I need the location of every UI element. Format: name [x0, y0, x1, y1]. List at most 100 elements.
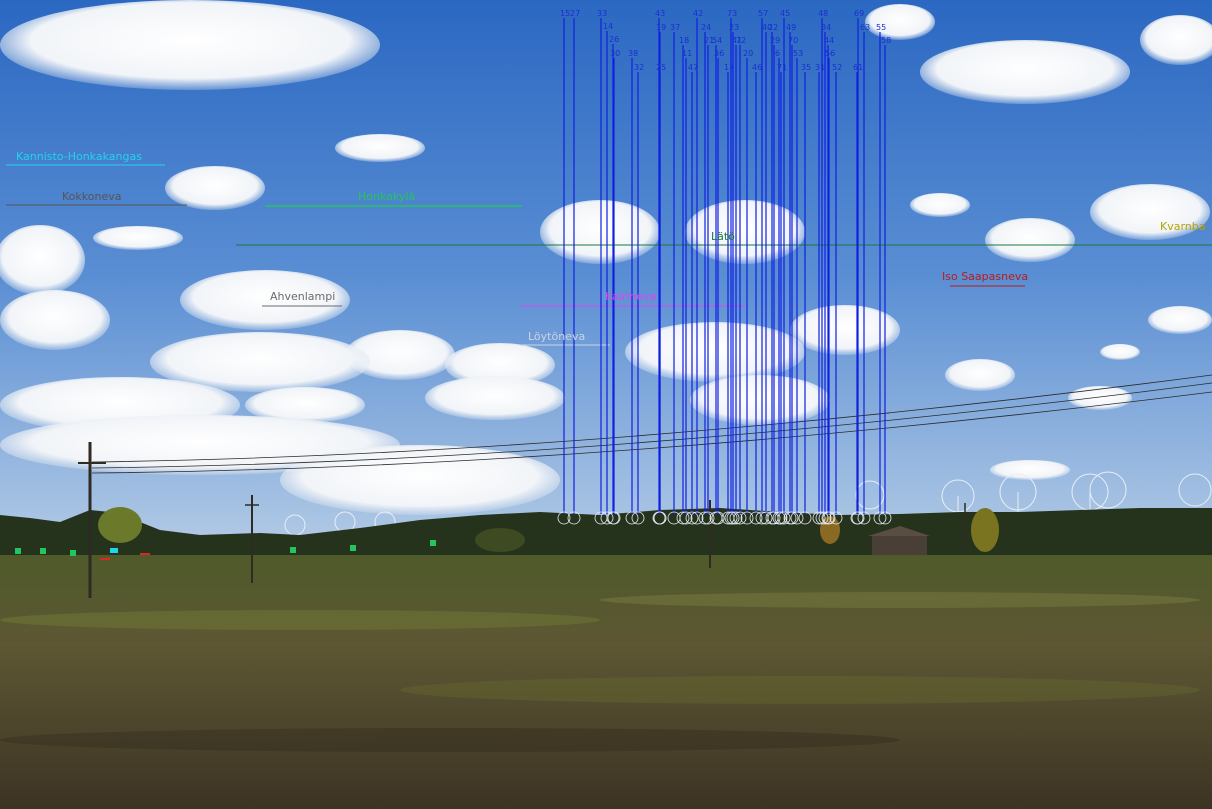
turbine-label-20: 20 [743, 49, 753, 58]
turbine-rotor-35 [798, 511, 812, 525]
field [0, 555, 1212, 809]
power-lines [91, 374, 1212, 474]
turbine-marker-lines [557, 18, 892, 525]
turbine-rotor-72 [733, 511, 747, 525]
turbine-rotor-31 [812, 511, 826, 525]
area-label-kokkoneva: Kokkoneva [62, 190, 121, 203]
turbine-label-30: 30 [610, 49, 620, 58]
turbine-label-55: 55 [876, 23, 886, 32]
turbine-label-41: 41 [732, 36, 742, 45]
turbine-rotor-25 [653, 511, 667, 525]
turbine-rotor-27 [567, 511, 581, 525]
clouds [0, 0, 1212, 515]
area-label-lato: Lätö [711, 230, 735, 243]
turbine-label-32: 32 [634, 63, 644, 72]
turbine-label-19: 19 [656, 23, 666, 32]
turbine-rotor-30 [607, 511, 621, 525]
turbine-rotor-61 [850, 511, 864, 525]
turbine-rotor-53 [790, 511, 804, 525]
turbine-rotor-41 [729, 511, 743, 525]
turbine-rotor-20 [740, 511, 754, 525]
turbine-rotor-23 [726, 511, 740, 525]
turbine-label-35: 35 [801, 63, 811, 72]
turbine-label-43: 43 [655, 9, 665, 18]
turbine-rotor-42 [690, 511, 704, 525]
area-label-kannisto: Kannisto-Honkakangas [16, 150, 142, 163]
turbine-label-25: 25 [656, 63, 666, 72]
turbine-rotor-40 [759, 511, 773, 525]
turbine-rotor-32 [631, 511, 645, 525]
area-label-kairineva: Kairineva [605, 290, 656, 303]
turbine-label-11: 11 [682, 49, 692, 58]
turbine-label-72: 72 [736, 36, 746, 45]
turbine-label-18: 18 [679, 36, 689, 45]
turbine-rotor-47 [685, 511, 699, 525]
turbine-label-71: 71 [777, 63, 787, 72]
turbine-rotor-52 [829, 511, 843, 525]
turbine-rotor-36 [711, 511, 725, 525]
turbine-label-54: 54 [712, 36, 722, 45]
turbine-label-21: 21 [704, 36, 714, 45]
turbine-rotor-70 [785, 511, 799, 525]
turbine-rotor-56 [822, 511, 836, 525]
turbine-rotor-71 [774, 511, 788, 525]
turbine-rotor-55 [873, 511, 887, 525]
turbine-label-6: 6 [775, 49, 780, 58]
turbine-label-44: 44 [824, 36, 834, 45]
turbine-label-48: 48 [818, 9, 828, 18]
turbine-label-15: 15 [560, 9, 570, 18]
turbine-label-47: 47 [688, 63, 698, 72]
turbine-label-57: 57 [758, 9, 768, 18]
turbine-label-26: 26 [609, 35, 619, 44]
turbine-label-14: 14 [603, 22, 613, 31]
turbine-label-23: 23 [729, 23, 739, 32]
turbine-label-34: 34 [821, 23, 831, 32]
area-label-kvarnba: Kvarnba [1160, 220, 1206, 233]
turbine-label-63: 63 [860, 23, 870, 32]
turbine-label-49: 49 [786, 23, 796, 32]
turbine-label-33: 33 [597, 9, 607, 18]
turbine-label-36: 36 [714, 49, 724, 58]
turbine-rotor-58 [878, 511, 892, 525]
turbine-label-56: 56 [825, 49, 835, 58]
turbine-label-24: 24 [701, 23, 711, 32]
turbine-rotor-45 [777, 511, 791, 525]
turbine-label-29: 29 [770, 36, 780, 45]
turbine-label-70: 70 [788, 36, 798, 45]
field-texture [0, 592, 1200, 752]
turbine-rotor-15 [557, 511, 571, 525]
foreground-markers [15, 540, 436, 560]
turbine-rotor-21 [701, 511, 715, 525]
turbine-label-53: 53 [793, 49, 803, 58]
turbine-label-38: 38 [628, 49, 638, 58]
area-label-loytoneva: Löytöneva [528, 330, 585, 343]
area-label-ahvenlampi: Ahvenlampi [270, 290, 335, 303]
turbine-rotor-46 [749, 511, 763, 525]
turbine-rotor-24 [698, 511, 712, 525]
turbine-label-40: 40 [762, 23, 772, 32]
area-label-honkakyla: Honkakylä [358, 190, 415, 203]
turbine-rotor-48 [815, 511, 829, 525]
turbine-label-61: 61 [853, 63, 863, 72]
turbine-label-22: 22 [768, 23, 778, 32]
area-label-iso-saapasneva: Iso Saapasneva [942, 270, 1028, 283]
turbine-rotor-11 [679, 511, 693, 525]
turbine-label-46: 46 [752, 63, 762, 72]
turbine-rotor-34 [818, 511, 832, 525]
turbine-label-31: 31 [815, 63, 825, 72]
turbine-rotor-38 [625, 511, 639, 525]
utility-poles [78, 442, 966, 598]
turbine-label-37: 37 [670, 23, 680, 32]
turbine-label-45: 45 [780, 9, 790, 18]
turbine-label-58: 58 [881, 36, 891, 45]
turbine-rotor-29 [767, 511, 781, 525]
turbine-label-69: 69 [854, 9, 864, 18]
turbine-rotor-63 [857, 511, 871, 525]
turbine-rotor-18 [676, 511, 690, 525]
turbine-label-52: 52 [832, 63, 842, 72]
turbine-rotor-14 [600, 511, 614, 525]
turbine-label-73: 73 [727, 9, 737, 18]
